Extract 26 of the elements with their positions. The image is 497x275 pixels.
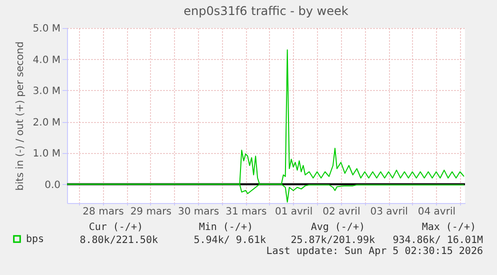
y-axis-title: bits in (-) / out (+) per second [14,41,26,191]
x-tick-label: 02 avril [322,206,360,218]
x-tick-label: 29 mars [130,206,172,218]
y-tick-label: 2.0 M [32,117,60,128]
y-tick-label: 0.0 [44,180,60,191]
y-tick-label: 4.0 M [32,54,60,66]
x-tick-label: 03 avril [370,206,408,218]
y-tick-label: 3.0 M [32,86,60,97]
chart-title: enp0s31f6 traffic - by week [184,4,348,18]
y-tick-label: 5.0 M [32,24,60,34]
legend-label: bps [26,234,44,245]
text: 25.87k/201.99k [290,235,375,246]
text: 5.94k/ 9.61k [194,235,266,246]
x-tick-label: 28 mars [82,206,124,218]
text: Last update: Sun Apr 5 02:30:15 2026 [266,246,483,257]
x-tick-label: 30 mars [178,206,220,218]
x-tick-label: 31 mars [226,206,267,218]
text: Cur (-/+) [88,222,143,233]
x-tick-label: 01 avril [274,206,313,218]
y-tick-label: 1.0 M [32,148,60,160]
text: Min (-/+) [198,222,253,233]
text: 8.80k/221.50k [80,235,158,246]
text: Avg (-/+) [310,222,365,233]
text: Max (-/+) [422,222,476,233]
text: 934.86k/ 16.01M [392,235,483,246]
x-tick-label: 04 avril [418,206,456,218]
